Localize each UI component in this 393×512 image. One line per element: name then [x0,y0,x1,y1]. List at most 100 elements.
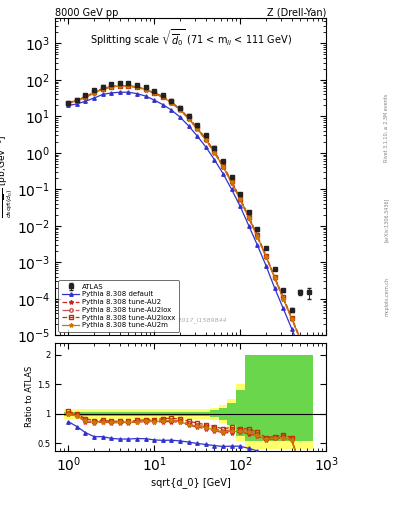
Pythia 8.308 default [126,89,131,95]
Pythia 8.308 tune-AU2 [212,150,217,156]
Y-axis label: $\frac{d\sigma}{d\mathrm{sqrt}(\overline{d}_0)}$ [pb,GeV$^{-1}$]: $\frac{d\sigma}{d\mathrm{sqrt}(\overline… [0,135,14,218]
Pythia 8.308 tune-AU2loxx [143,86,148,92]
Pythia 8.308 tune-AU2lox [186,115,191,121]
Pythia 8.308 tune-AU2lox [255,233,260,239]
Pythia 8.308 tune-AU2lox [135,84,140,90]
Pythia 8.308 tune-AU2m [169,99,174,105]
Pythia 8.308 tune-AU2 [143,87,148,93]
Line: Pythia 8.308 tune-AU2lox: Pythia 8.308 tune-AU2lox [66,84,311,362]
Pythia 8.308 default [212,157,217,163]
Pythia 8.308 tune-AU2 [298,337,303,343]
Pythia 8.308 tune-AU2m [272,274,277,281]
Pythia 8.308 tune-AU2m [186,116,191,122]
Pythia 8.308 tune-AU2loxx [109,83,114,90]
Pythia 8.308 tune-AU2 [264,254,268,260]
Pythia 8.308 default [178,114,182,120]
Pythia 8.308 default [255,242,260,248]
Pythia 8.308 tune-AU2 [195,126,200,132]
Pythia 8.308 tune-AU2loxx [118,82,122,89]
X-axis label: sqrt{d_0} [GeV]: sqrt{d_0} [GeV] [151,477,230,488]
Pythia 8.308 tune-AU2loxx [238,196,242,202]
Pythia 8.308 tune-AU2 [307,358,311,364]
Pythia 8.308 tune-AU2 [100,86,105,92]
Pythia 8.308 tune-AU2loxx [204,136,208,142]
Text: mcplots.cern.ch: mcplots.cern.ch [384,278,389,316]
Pythia 8.308 tune-AU2m [238,197,242,203]
Pythia 8.308 tune-AU2m [100,86,105,92]
Pythia 8.308 default [186,123,191,129]
Pythia 8.308 tune-AU2lox [289,315,294,322]
Pythia 8.308 tune-AU2 [83,94,88,100]
Pythia 8.308 tune-AU2lox [143,87,148,93]
Pythia 8.308 tune-AU2lox [161,94,165,100]
Legend: ATLAS, Pythia 8.308 default, Pythia 8.308 tune-AU2, Pythia 8.308 tune-AU2lox, Py: ATLAS, Pythia 8.308 default, Pythia 8.30… [59,280,179,332]
Pythia 8.308 tune-AU2m [83,94,88,100]
Pythia 8.308 tune-AU2 [126,83,131,89]
Pythia 8.308 tune-AU2lox [307,357,311,363]
Pythia 8.308 tune-AU2loxx [92,89,97,95]
Pythia 8.308 tune-AU2m [204,137,208,143]
Pythia 8.308 tune-AU2 [169,100,174,106]
Pythia 8.308 tune-AU2loxx [178,106,182,112]
Pythia 8.308 tune-AU2loxx [135,84,140,90]
Pythia 8.308 tune-AU2m [92,90,97,96]
Pythia 8.308 tune-AU2loxx [229,178,234,184]
Pythia 8.308 tune-AU2 [229,180,234,186]
Pythia 8.308 tune-AU2m [307,357,311,364]
Pythia 8.308 tune-AU2m [212,150,217,156]
Pythia 8.308 default [272,285,277,291]
Text: Z (Drell-Yan): Z (Drell-Yan) [267,8,326,18]
Line: Pythia 8.308 default: Pythia 8.308 default [66,91,311,372]
Pythia 8.308 tune-AU2m [195,125,200,132]
Pythia 8.308 tune-AU2 [246,216,251,222]
Pythia 8.308 tune-AU2lox [92,90,97,96]
Pythia 8.308 default [109,90,114,96]
Pythia 8.308 tune-AU2lox [246,215,251,221]
Pythia 8.308 tune-AU2lox [272,274,277,281]
Pythia 8.308 default [307,367,311,373]
Pythia 8.308 default [75,101,79,107]
Pythia 8.308 tune-AU2loxx [289,315,294,321]
Pythia 8.308 tune-AU2lox [204,136,208,142]
Pythia 8.308 tune-AU2loxx [307,356,311,362]
Pythia 8.308 tune-AU2m [264,254,268,260]
Pythia 8.308 tune-AU2lox [126,83,131,89]
Text: Rivet 3.1.10, ≥ 2.3M events: Rivet 3.1.10, ≥ 2.3M events [384,94,389,162]
Pythia 8.308 tune-AU2lox [75,97,79,103]
Pythia 8.308 tune-AU2 [75,98,79,104]
Pythia 8.308 tune-AU2m [126,83,131,89]
Pythia 8.308 default [169,107,174,113]
Pythia 8.308 tune-AU2 [289,316,294,322]
Pythia 8.308 tune-AU2lox [212,149,217,155]
Pythia 8.308 tune-AU2lox [264,253,268,260]
Pythia 8.308 tune-AU2 [281,296,286,302]
Pythia 8.308 default [281,305,286,311]
Pythia 8.308 default [298,347,303,353]
Pythia 8.308 tune-AU2m [246,215,251,221]
Pythia 8.308 default [221,170,226,177]
Pythia 8.308 tune-AU2loxx [126,82,131,89]
Pythia 8.308 tune-AU2loxx [161,94,165,100]
Pythia 8.308 tune-AU2lox [281,295,286,301]
Pythia 8.308 tune-AU2lox [66,100,71,106]
Text: ATLAS_2017_I1589844: ATLAS_2017_I1589844 [155,317,226,323]
Pythia 8.308 default [161,101,165,108]
Pythia 8.308 tune-AU2loxx [152,90,157,96]
Pythia 8.308 tune-AU2m [281,295,286,302]
Pythia 8.308 tune-AU2loxx [100,86,105,92]
Pythia 8.308 tune-AU2loxx [212,148,217,155]
Pythia 8.308 tune-AU2loxx [66,99,71,105]
Pythia 8.308 default [118,89,122,95]
Pythia 8.308 default [246,223,251,229]
Pythia 8.308 default [135,91,140,97]
Pythia 8.308 tune-AU2m [289,316,294,322]
Pythia 8.308 tune-AU2loxx [75,97,79,103]
Pythia 8.308 tune-AU2 [92,90,97,96]
Pythia 8.308 tune-AU2m [109,84,114,90]
Pythia 8.308 tune-AU2m [229,179,234,185]
Pythia 8.308 tune-AU2 [152,90,157,96]
Pythia 8.308 tune-AU2m [135,84,140,91]
Pythia 8.308 default [264,263,268,269]
Pythia 8.308 tune-AU2m [178,106,182,113]
Pythia 8.308 tune-AU2loxx [255,232,260,239]
